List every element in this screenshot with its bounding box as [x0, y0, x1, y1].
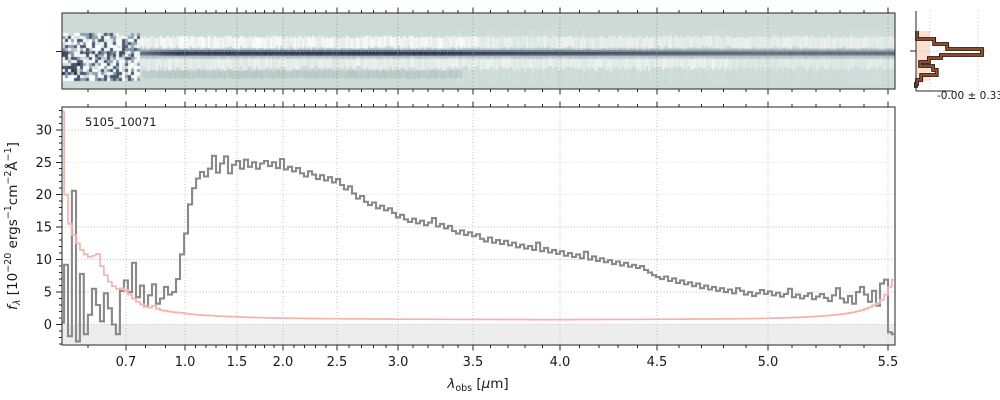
tick-labels: 0.7 1.0 1.5 2.0 2.5 3.0 3.5 4.0 4.5 5.0 5.5 0 5 10 15 2…: [35, 123, 898, 370]
main-frame: [61, 106, 896, 346]
profile-stats-label: -0.00 ± 0.33: [937, 90, 1000, 102]
profile-line: [915, 31, 983, 88]
y-tick-label: 30: [35, 123, 52, 138]
y-tick-label: 0: [44, 318, 52, 333]
panel2d-frame: [61, 12, 896, 90]
y-tick-label: 10: [35, 253, 52, 268]
profile-panel: [914, 11, 988, 91]
x-axis-label: λobs [μm]: [446, 376, 508, 394]
y-tick-label: 20: [35, 188, 52, 203]
below-zero-band: [62, 324, 895, 345]
panel-2d-overlay: [62, 13, 895, 89]
x-tick-label: 4.5: [647, 355, 668, 370]
x-tick-label: 3.0: [388, 355, 409, 370]
x-tick-label: 5.5: [878, 355, 899, 370]
y-axis-label: fλ [10−20 ergs−1cm−2Å−1]: [3, 142, 23, 310]
x-tick-label: 2.5: [327, 355, 348, 370]
x-tick-label: 4.0: [550, 355, 571, 370]
flux-step-line: [62, 154, 894, 343]
spectrum-curves: [62, 110, 894, 343]
object-id-label: 5105_10071: [85, 115, 157, 129]
main-panel-underlay: [62, 324, 895, 345]
profile-sigma-fill: [916, 31, 930, 81]
y-tick-label: 5: [44, 286, 52, 301]
x-tick-label: 3.5: [463, 355, 484, 370]
x-tick-label: 5.0: [758, 355, 779, 370]
x-tick-label: 0.7: [116, 355, 137, 370]
y-tick-label: 25: [35, 156, 52, 171]
y-tick-label: 15: [35, 221, 52, 236]
spectrum-2d-image: [62, 13, 895, 89]
x-tick-label: 2.0: [273, 355, 294, 370]
grid-lines: [62, 107, 895, 345]
x-tick-label: 1.5: [227, 355, 248, 370]
axis-ticks: [56, 7, 916, 351]
error-step-line: [62, 110, 894, 321]
x-tick-label: 1.0: [175, 355, 196, 370]
